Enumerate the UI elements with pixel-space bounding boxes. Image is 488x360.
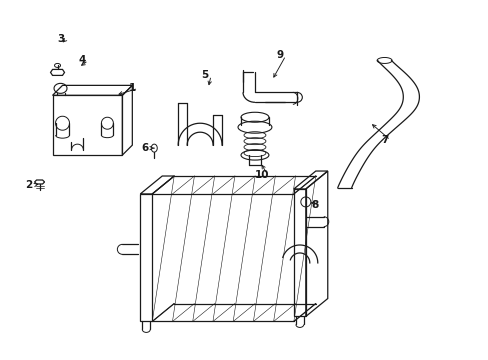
Text: 5: 5 bbox=[201, 71, 208, 80]
Text: 10: 10 bbox=[254, 170, 269, 180]
Text: 3: 3 bbox=[57, 33, 64, 44]
Text: 2: 2 bbox=[25, 180, 32, 190]
Text: 7: 7 bbox=[380, 135, 387, 145]
Text: 4: 4 bbox=[79, 55, 86, 66]
Text: 9: 9 bbox=[276, 50, 283, 60]
Text: 8: 8 bbox=[310, 200, 318, 210]
Text: 1: 1 bbox=[128, 84, 136, 93]
Text: 6: 6 bbox=[142, 143, 149, 153]
